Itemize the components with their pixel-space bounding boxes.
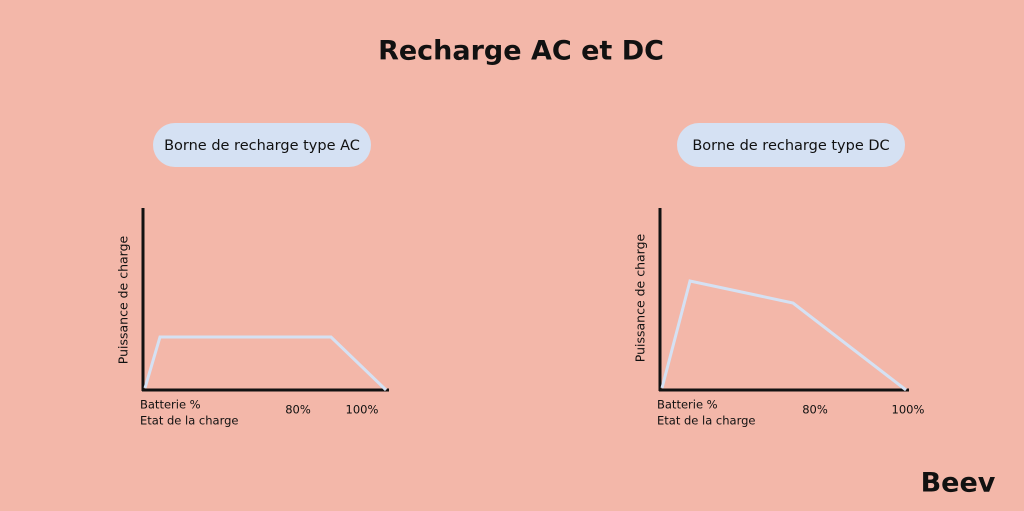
badge: [677, 123, 905, 167]
title: Recharge AC et DC: [378, 36, 664, 67]
charge-curve: [143, 335, 388, 392]
logo: Beev: [921, 468, 996, 499]
badge-label: Borne de recharge type AC: [164, 138, 360, 154]
x-axis-label: Etat de la charge: [140, 414, 238, 428]
x-tick-label: 80%: [802, 403, 828, 417]
badge: [153, 123, 371, 167]
x-tick-label: 100%: [892, 403, 925, 417]
x-axis-label: Batterie %: [140, 398, 201, 412]
badge-label: Borne de recharge type DC: [692, 138, 889, 154]
charge-curve: [660, 279, 907, 392]
x-axis-label: Etat de la charge: [657, 414, 755, 428]
x-tick-label: 80%: [285, 403, 311, 417]
x-axis-label: Batterie %: [657, 398, 718, 412]
y-axis-label: Puissance de charge: [116, 235, 131, 364]
y-axis-label: Puissance de charge: [633, 233, 648, 362]
x-tick-label: 100%: [346, 403, 379, 417]
